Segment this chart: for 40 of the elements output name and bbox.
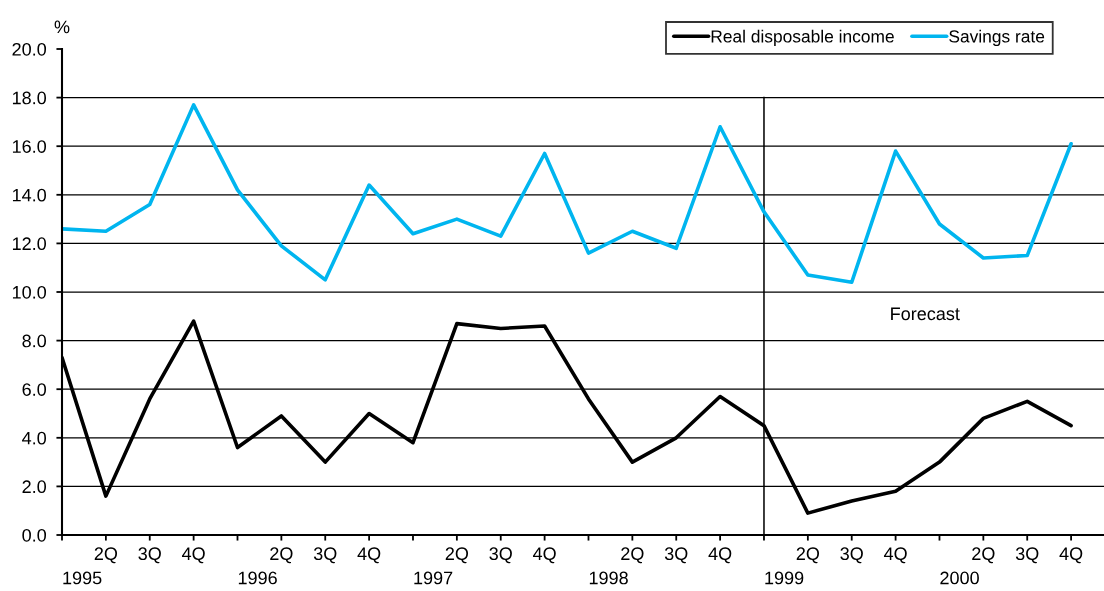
x-tick-label: 2Q xyxy=(445,547,469,564)
x-tick-label: 1999 xyxy=(765,571,804,585)
y-tick-label: 4.0 xyxy=(22,431,47,445)
x-tick-label: 1996 xyxy=(238,571,277,585)
x-tick-label: 4Q xyxy=(1059,547,1083,564)
x-tick-label: 4Q xyxy=(181,547,205,564)
y-tick-label: 6.0 xyxy=(22,383,47,396)
x-tick-label: 4Q xyxy=(708,547,732,564)
x-tick-label: 2Q xyxy=(972,547,995,564)
x-tick-label: 3Q xyxy=(664,547,688,564)
y-tick-label: 10.0 xyxy=(12,285,47,299)
y-tick-label: 8.0 xyxy=(22,334,47,348)
x-tick-label: 2Q xyxy=(621,547,644,564)
x-tick-label: 3Q xyxy=(313,547,337,564)
y-tick-label: 20.0 xyxy=(12,42,47,56)
y-tick-label: 2.0 xyxy=(22,480,47,494)
x-tick-label: 4Q xyxy=(883,547,907,564)
y-tick-label: 14.0 xyxy=(12,188,47,202)
legend-label: Real disposable income xyxy=(711,29,894,46)
legend-label: Savings rate xyxy=(949,29,1045,46)
x-tick-label: 3Q xyxy=(489,547,512,564)
x-tick-label: 2Q xyxy=(796,547,820,564)
y-tick-label: 12.0 xyxy=(12,237,47,251)
x-tick-label: 4Q xyxy=(532,547,556,564)
y-tick-label: 18.0 xyxy=(12,91,47,105)
x-tick-label: 3Q xyxy=(840,547,863,564)
y-tick-label: 16.0 xyxy=(12,140,47,153)
x-tick-label: 1995 xyxy=(63,571,102,585)
x-tick-label: 4Q xyxy=(357,547,381,564)
x-tick-label: 1998 xyxy=(589,571,628,585)
x-tick-label: 2Q xyxy=(94,547,118,564)
x-tick-label: 3Q xyxy=(1015,547,1039,564)
x-tick-label: 2Q xyxy=(270,547,293,564)
y-axis-title: % xyxy=(54,20,70,34)
x-tick-label: 1997 xyxy=(414,571,453,585)
line-series xyxy=(62,103,1073,285)
y-tick-label: 0.0 xyxy=(22,528,47,542)
annotation: Forecast xyxy=(891,307,960,321)
x-tick-label: 3Q xyxy=(138,547,161,564)
x-tick-label: 2000 xyxy=(940,571,979,585)
